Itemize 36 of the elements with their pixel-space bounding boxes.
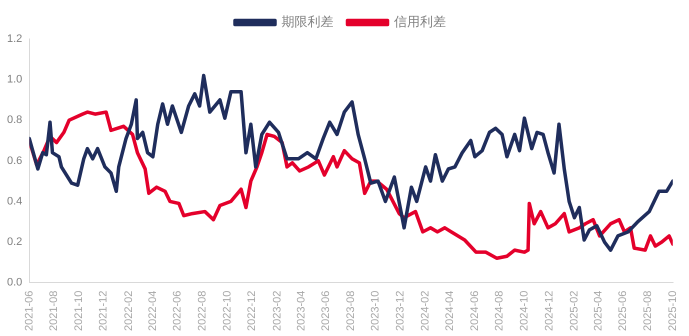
x-tick-label: 2022-04 (146, 290, 159, 332)
x-tick-label: 2025-04 (592, 290, 604, 332)
x-tick-label: 2025-02 (568, 290, 580, 332)
x-tick-label: 2024-10 (518, 290, 530, 332)
x-tick-label: 2021-10 (72, 290, 85, 332)
x-tick-label: 2024-12 (543, 290, 556, 332)
x-tick-label: 2025-08 (642, 290, 654, 332)
x-tick-label: 2021-12 (98, 290, 110, 332)
x-tick-label: 2023-04 (295, 290, 308, 332)
x-tick-label: 2024-02 (420, 290, 432, 332)
y-tick-label: 0.6 (6, 154, 22, 167)
x-tick-label: 2021-08 (48, 290, 60, 332)
x-tick-label: 2022-06 (172, 290, 184, 332)
y-tick-label: 0.8 (6, 114, 22, 126)
x-tick-label: 2022-12 (246, 290, 258, 332)
x-tick-label: 2024-06 (468, 290, 481, 332)
x-tick-label: 2023-08 (344, 290, 357, 332)
legend-label: 期限利差 (282, 14, 334, 30)
x-tick-label: 2025-10 (666, 290, 679, 332)
x-tick-label: 2022-10 (221, 290, 234, 332)
y-tick-label: 1.0 (6, 74, 22, 86)
x-tick-label: 2023-12 (394, 290, 406, 332)
x-tick-label: 2022-02 (122, 290, 135, 332)
x-tick-label: 2025-06 (617, 290, 630, 332)
x-tick-label: 2024-08 (494, 290, 506, 332)
x-tick-label: 2023-10 (370, 290, 382, 332)
y-tick-label: 0.0 (6, 276, 22, 289)
x-tick-label: 2023-02 (271, 290, 284, 332)
x-tick-label: 2024-04 (444, 290, 456, 332)
x-tick-label: 2023-06 (320, 290, 332, 332)
y-tick-label: 0.2 (6, 236, 22, 248)
y-tick-label: 1.2 (6, 33, 22, 46)
x-tick-label: 2021-06 (23, 290, 36, 332)
y-tick-label: 0.4 (6, 195, 22, 208)
legend-label: 信用利差 (394, 14, 446, 30)
x-tick-label: 2022-08 (196, 290, 208, 332)
